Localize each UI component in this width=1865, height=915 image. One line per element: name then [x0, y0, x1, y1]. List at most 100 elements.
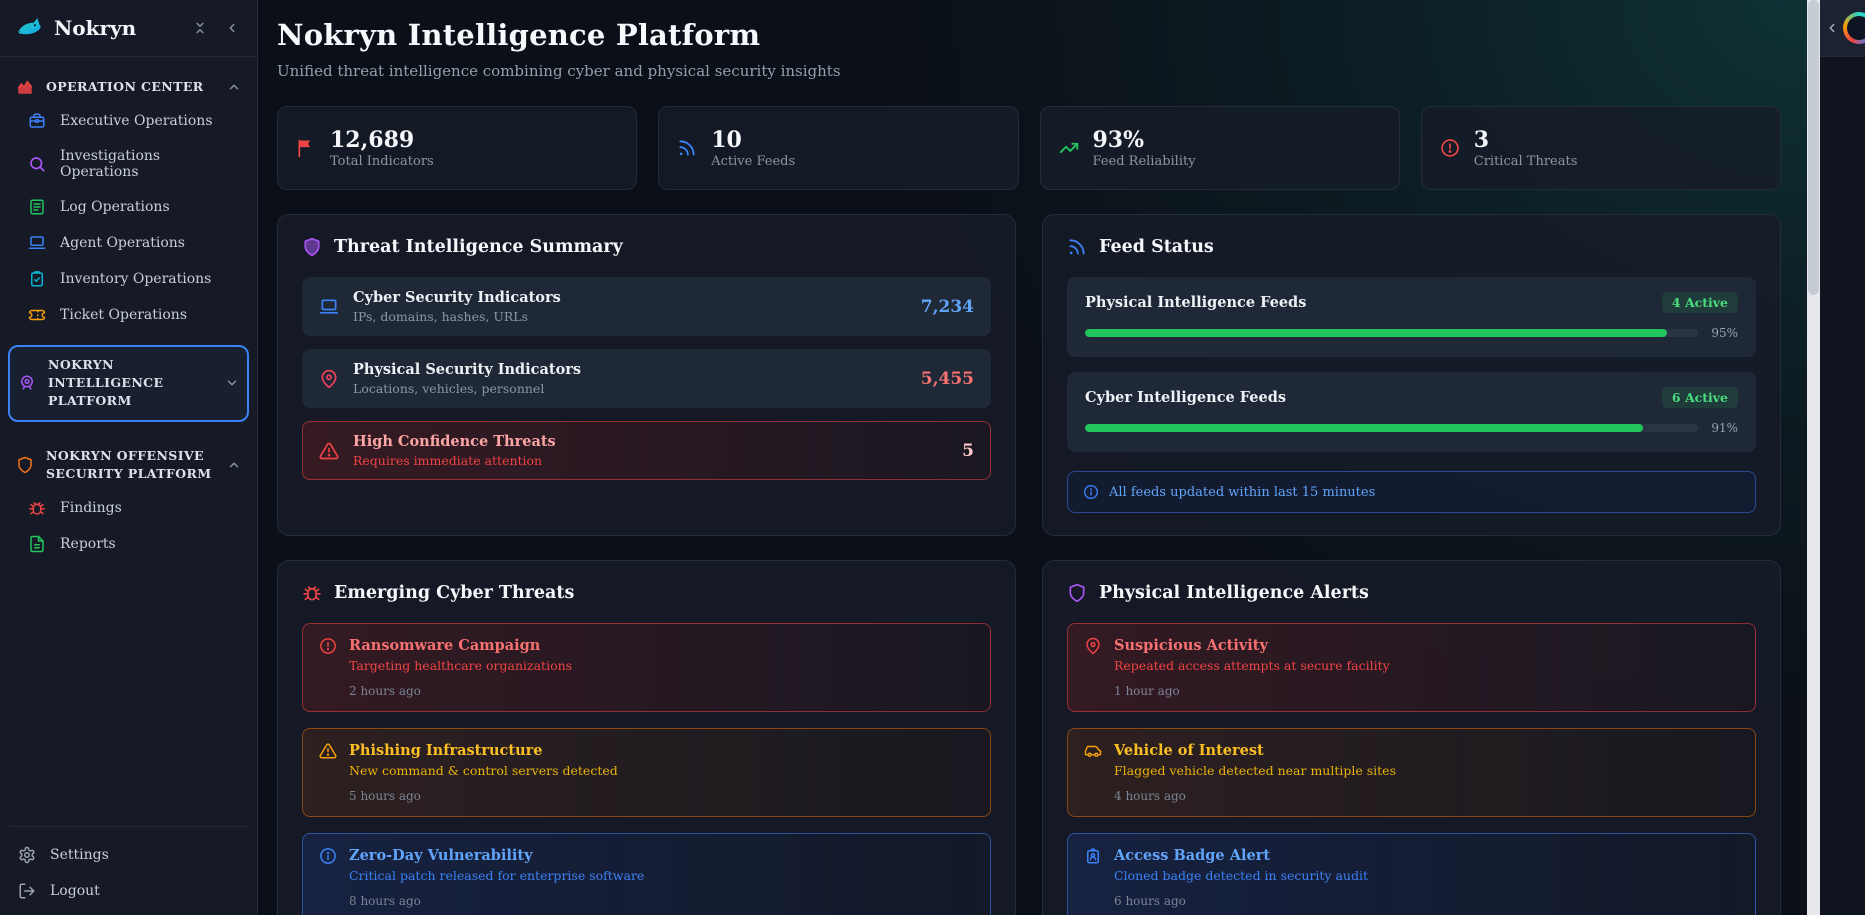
- panel-title: Emerging Cyber Threats: [334, 583, 575, 603]
- sidebar-collapse-button[interactable]: [221, 17, 243, 39]
- scrollbar-thumb[interactable]: [1808, 0, 1819, 295]
- feed-name: Physical Intelligence Feeds: [1085, 294, 1307, 311]
- alert-title: Phishing Infrastructure: [349, 742, 543, 759]
- rail-expand-button[interactable]: [1823, 19, 1841, 37]
- alert-card-zero-day-vulnerability: Zero-Day Vulnerability Critical patch re…: [302, 833, 991, 915]
- panel-emerging-cyber-threats: Emerging Cyber Threats Ransomware Campai…: [277, 560, 1016, 915]
- chevron-down-icon: [225, 376, 239, 390]
- sidebar-item-logout[interactable]: Logout: [8, 873, 249, 909]
- page-subtitle: Unified threat intelligence combining cy…: [277, 62, 841, 80]
- nokryn-shark-logo: [16, 14, 44, 42]
- stat-label: Active Feeds: [711, 154, 796, 170]
- brand-name: Nokryn: [54, 16, 137, 40]
- alert-circle-icon: [319, 637, 337, 655]
- alert-triangle-icon: [319, 742, 337, 760]
- alert-card-ransomware-campaign: Ransomware Campaign Targeting healthcare…: [302, 623, 991, 712]
- chevron-left-icon: [1825, 21, 1839, 35]
- alert-card-phishing-infrastructure: Phishing Infrastructure New command & co…: [302, 728, 991, 817]
- divider: [10, 826, 247, 827]
- sidebar-brand-row: Nokryn: [0, 0, 257, 57]
- sidebar-item-ticket-operations[interactable]: Ticket Operations: [8, 297, 249, 333]
- sidebar-item-inventory-operations[interactable]: Inventory Operations: [8, 261, 249, 297]
- nav-item-label: Settings: [50, 847, 109, 863]
- vertical-scrollbar[interactable]: [1807, 0, 1820, 915]
- sidebar-item-agent-operations[interactable]: Agent Operations: [8, 225, 249, 261]
- chevron-up-icon: [227, 458, 241, 472]
- page-title: Nokryn Intelligence Platform: [277, 18, 761, 52]
- alert-subtitle: Targeting healthcare organizations: [349, 658, 573, 673]
- sidebar-nav: OPERATION CENTER Executive Operations In…: [0, 57, 257, 915]
- nav-item-label: Log Operations: [60, 199, 170, 216]
- file-text-icon: [28, 198, 46, 216]
- nav-item-label: Logout: [50, 883, 100, 899]
- stats-row: 12,689 Total Indicators 10 Active Feeds …: [277, 106, 1781, 190]
- stat-value: 93%: [1092, 126, 1145, 153]
- section-label: OPERATION CENTER: [46, 79, 204, 94]
- panel-physical-intelligence-alerts: Physical Intelligence Alerts Suspicious …: [1042, 560, 1781, 915]
- shield-icon: [302, 237, 322, 257]
- feed-card-cyber-intelligence-feeds: Cyber Intelligence Feeds 6 Active 91%: [1067, 372, 1756, 452]
- map-pin-icon: [1084, 637, 1102, 655]
- alert-circle-icon: [1440, 138, 1460, 158]
- progress-percent-label: 95%: [1711, 326, 1738, 340]
- ticket-icon: [28, 306, 46, 324]
- alert-card-access-badge-alert: Access Badge Alert Cloned badge detected…: [1067, 833, 1756, 915]
- feed-active-badge: 6 Active: [1661, 387, 1738, 408]
- summary-row-high-confidence-threats: High Confidence Threats Requires immedia…: [302, 421, 991, 480]
- sidebar-item-reports[interactable]: Reports: [8, 526, 249, 562]
- sidebar-item-log-operations[interactable]: Log Operations: [8, 189, 249, 225]
- sidebar-item-findings[interactable]: Findings: [8, 490, 249, 526]
- feeds-updated-note: All feeds updated within last 15 minutes: [1067, 471, 1756, 513]
- alert-time: 6 hours ago: [1114, 894, 1186, 908]
- avatar[interactable]: [1843, 12, 1865, 44]
- feed-active-badge: 4 Active: [1661, 292, 1738, 313]
- alert-time: 2 hours ago: [349, 684, 421, 698]
- nav-item-label: Findings: [60, 499, 122, 516]
- alert-time: 1 hour ago: [1114, 684, 1180, 698]
- alert-card-suspicious-activity: Suspicious Activity Repeated access atte…: [1067, 623, 1756, 712]
- stat-label: Critical Threats: [1473, 154, 1578, 170]
- section-label: NOKRYN OFFENSIVE SECURITY PLATFORM: [46, 447, 212, 481]
- stat-value: 12,689: [330, 126, 415, 153]
- sidebar-collapse-sections-button[interactable]: [189, 17, 211, 39]
- nav-item-label: Agent Operations: [60, 235, 185, 252]
- sidebar-item-settings[interactable]: Settings: [8, 837, 249, 873]
- nav-item-label: Ticket Operations: [60, 307, 187, 324]
- alert-subtitle: Flagged vehicle detected near multiple s…: [1114, 763, 1396, 778]
- info-icon: [1083, 484, 1099, 500]
- shield-icon: [16, 456, 34, 474]
- alert-title: Suspicious Activity: [1114, 637, 1268, 654]
- right-rail: [1820, 0, 1865, 915]
- stat-card-feed-reliability: 93% Feed Reliability: [1039, 106, 1400, 190]
- summary-row-value: 7,234: [920, 296, 974, 317]
- sidebar-section-nokryn-offensive-security-platform[interactable]: NOKRYN OFFENSIVE SECURITY PLATFORM: [8, 440, 249, 490]
- panel-title: Threat Intelligence Summary: [334, 237, 623, 257]
- alert-subtitle: New command & control servers detected: [349, 763, 618, 778]
- sidebar-section-nokryn-intelligence-platform[interactable]: NOKRYN INTELLIGENCE PLATFORM: [8, 345, 249, 422]
- summary-row-subtitle: IPs, domains, hashes, URLs: [353, 309, 529, 324]
- summary-row-title: Cyber Security Indicators: [353, 289, 561, 306]
- area-chart-icon: [16, 78, 34, 96]
- feed-card-physical-intelligence-feeds: Physical Intelligence Feeds 4 Active 95%: [1067, 277, 1756, 357]
- rss-icon: [677, 138, 697, 158]
- alert-time: 5 hours ago: [349, 789, 421, 803]
- stat-card-critical-threats: 3 Critical Threats: [1420, 106, 1781, 190]
- laptop-icon: [28, 234, 46, 252]
- progress-track: [1085, 329, 1698, 337]
- stat-label: Feed Reliability: [1092, 154, 1196, 170]
- section-label: NOKRYN INTELLIGENCE PLATFORM: [48, 357, 164, 409]
- right-rail-header: [1820, 0, 1865, 57]
- panels-grid: Threat Intelligence Summary Cyber Securi…: [277, 214, 1781, 915]
- sidebar-item-executive-operations[interactable]: Executive Operations: [8, 103, 249, 139]
- summary-row-subtitle: Requires immediate attention: [353, 453, 543, 468]
- alert-subtitle: Critical patch released for enterprise s…: [349, 868, 645, 883]
- alert-title: Ransomware Campaign: [349, 637, 541, 654]
- feeds-updated-text: All feeds updated within last 15 minutes: [1109, 484, 1376, 500]
- sidebar-section-operation-center[interactable]: OPERATION CENTER: [8, 71, 249, 103]
- gear-icon: [18, 846, 36, 864]
- stat-label: Total Indicators: [330, 154, 434, 170]
- alert-triangle-icon: [319, 441, 339, 461]
- panel-title: Physical Intelligence Alerts: [1099, 583, 1369, 603]
- bug-icon: [302, 583, 322, 603]
- sidebar-item-investigations-operations[interactable]: Investigations Operations: [8, 139, 249, 189]
